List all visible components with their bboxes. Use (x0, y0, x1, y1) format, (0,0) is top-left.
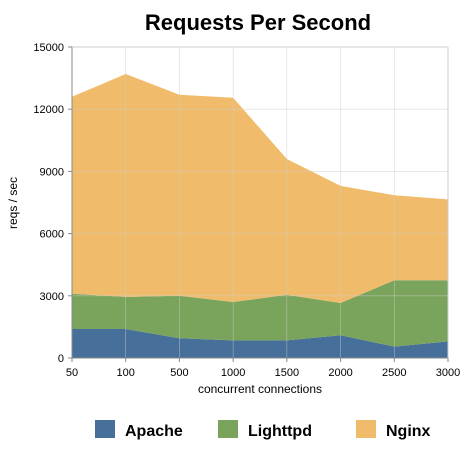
y-tick-label: 12000 (33, 104, 64, 116)
x-tick-label: 50 (66, 367, 78, 379)
x-tick-label: 2000 (328, 367, 352, 379)
y-tick-labels: 0 3000 6000 9000 12000 15000 (33, 42, 72, 365)
legend-swatch-apache (95, 420, 115, 438)
chart-title: Requests Per Second (145, 10, 371, 35)
y-tick-label: 15000 (33, 42, 64, 54)
x-tick-label: 500 (170, 367, 188, 379)
area-nginx (72, 73, 448, 304)
x-tick-label: 1500 (275, 367, 299, 379)
legend-label-lighttpd: Lighttpd (248, 423, 312, 440)
x-tick-label: 100 (117, 367, 135, 379)
legend-item-apache: Apache (95, 420, 183, 440)
x-tick-label: 1000 (221, 367, 245, 379)
legend-item-lighttpd: Lighttpd (218, 420, 312, 440)
legend: Apache Lighttpd Nginx (95, 420, 431, 440)
y-axis-label: reqs / sec (6, 177, 20, 229)
area-lighttpd (72, 280, 448, 347)
legend-label-nginx: Nginx (386, 423, 431, 440)
legend-swatch-lighttpd (218, 420, 238, 438)
y-tick-label: 0 (58, 353, 64, 365)
y-tick-label: 6000 (40, 229, 64, 241)
legend-label-apache: Apache (125, 423, 183, 440)
area-apache (72, 328, 448, 358)
area-series-group (72, 73, 448, 358)
x-tick-label: 2500 (382, 367, 406, 379)
x-tick-labels: 50 100 500 1000 1500 2000 2500 3000 (66, 358, 460, 379)
legend-swatch-nginx (356, 420, 376, 438)
y-tick-label: 9000 (40, 166, 64, 178)
legend-item-nginx: Nginx (356, 420, 431, 440)
x-tick-label: 3000 (436, 367, 460, 379)
axes (71, 46, 449, 359)
y-tick-label: 3000 (40, 291, 64, 303)
x-axis-label: concurrent connections (198, 382, 322, 396)
